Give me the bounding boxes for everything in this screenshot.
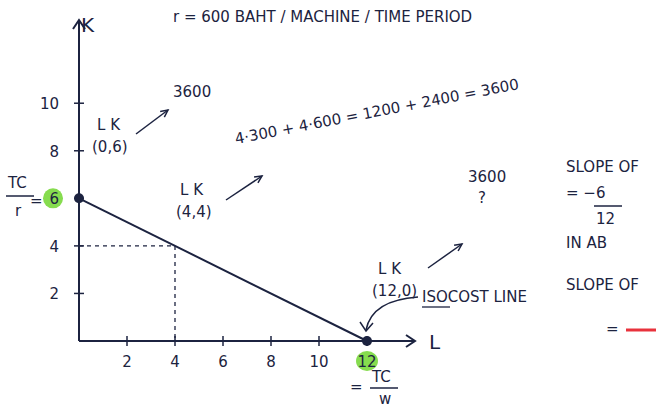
y-tick — [74, 150, 84, 152]
chart: K L 2 4 6 8 10 12 2 4 6 8 10 r = 600 BAHT / MACHINE /… — [0, 0, 670, 415]
annotation: r — [15, 202, 22, 220]
annotation: ISOCOST LINE — [422, 288, 527, 306]
x-tick — [318, 336, 320, 346]
guide — [174, 246, 175, 341]
arrow — [136, 110, 168, 134]
leader — [366, 297, 418, 330]
annotation: = — [30, 192, 43, 210]
x-tick-label: 4 — [170, 353, 180, 371]
arrow — [226, 176, 262, 200]
arrow — [428, 244, 462, 268]
underline — [422, 306, 450, 307]
fraction-bar — [370, 387, 398, 389]
y-tick-label: 10 — [40, 95, 59, 113]
y-axis-title: K — [81, 13, 95, 37]
annotation: (4,4) — [176, 203, 212, 221]
x-arrow — [406, 335, 415, 347]
annotation: (0,6) — [92, 138, 128, 156]
y-tick — [74, 293, 84, 295]
annotation: 3600 — [468, 168, 506, 186]
annotation: TC — [371, 368, 391, 386]
highlight — [43, 188, 63, 208]
plot — [74, 193, 372, 346]
point — [74, 193, 84, 203]
annotation: SLOPE OF — [566, 158, 639, 176]
annotation: L K — [378, 260, 402, 278]
annotation: TC — [7, 174, 27, 192]
x-tick — [126, 336, 128, 346]
y-tick-label: 4 — [49, 238, 59, 256]
annotation: = — [350, 378, 363, 396]
x-tick-label: 6 — [218, 353, 228, 371]
y-tick-label: 8 — [49, 143, 59, 161]
x-tick-label: 10 — [309, 353, 328, 371]
annotation: IN AB — [566, 234, 607, 252]
annotation: w — [379, 390, 391, 408]
y-tick-label: 6 — [49, 190, 59, 208]
fraction-bar — [6, 195, 34, 197]
guide — [79, 245, 175, 246]
y-tick — [74, 102, 84, 104]
title: r = 600 BAHT / MACHINE / TIME PERIOD — [173, 8, 472, 26]
annotation: 12 — [596, 210, 615, 228]
red-mark — [626, 329, 656, 332]
isocost-line — [79, 198, 367, 341]
point — [362, 336, 372, 346]
x-axis-title: L — [429, 330, 441, 354]
y-tick-label: 2 — [49, 285, 59, 303]
annotation: ? — [478, 189, 486, 207]
leader-head — [360, 322, 373, 331]
annotation: 3600 — [173, 83, 211, 101]
x-tick-label: 8 — [266, 353, 276, 371]
fraction-bar — [594, 205, 622, 207]
annotation: = −6 — [566, 184, 605, 202]
arrow-head — [454, 244, 462, 251]
annotation: 4·300 + 4·600 = 1200 + 2400 = 3600 — [233, 75, 520, 148]
annotation: L K — [97, 116, 121, 134]
annotation: SLOPE OF — [566, 276, 639, 294]
annotation: L K — [180, 181, 204, 199]
x-tick — [222, 336, 224, 346]
x-tick-label: 2 — [122, 353, 132, 371]
arrow-head — [254, 176, 262, 183]
arrow-head — [160, 110, 168, 117]
x-tick — [270, 336, 272, 346]
annotation: = — [606, 320, 619, 338]
